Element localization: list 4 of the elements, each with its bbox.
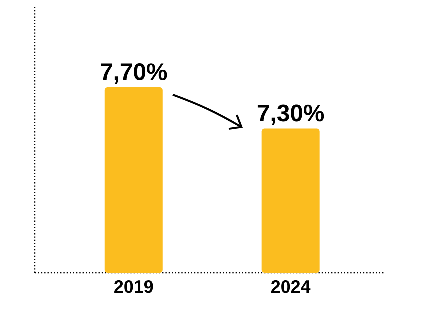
data-label: 7,30% xyxy=(258,104,324,126)
x-tick-label: 2024 xyxy=(272,280,311,294)
data-label: 7,70% xyxy=(101,64,168,84)
x-tick-label: 2019 xyxy=(114,280,154,294)
